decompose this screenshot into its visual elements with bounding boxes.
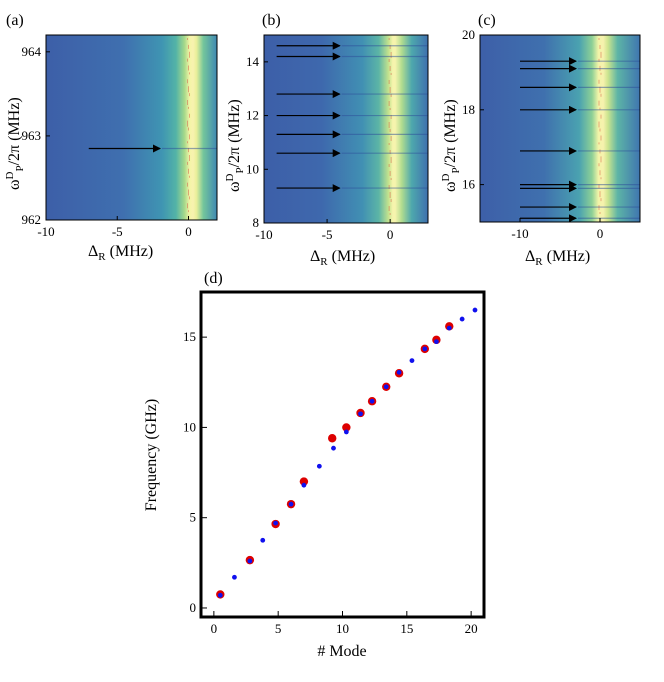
blue-point (446, 325, 452, 331)
panel-a-xlabel: ΔR (MHz) (88, 243, 153, 263)
panel-c-frame (479, 34, 641, 223)
panel-d-ytick-label: 5 (190, 510, 197, 525)
panel-c-xtick-label: 0 (597, 226, 604, 241)
panel-c: (c) -10 0 16 18 20 ΔR (MHz) ωDP/2π (MHz) (440, 12, 641, 268)
blue-point (459, 316, 465, 322)
panel-d-xtick-label: 15 (400, 621, 413, 636)
panel-b-xtick-label: -10 (255, 227, 272, 242)
panel-d-xtick-label: 5 (275, 621, 282, 636)
panel-a: (a) -10 -5 0 962 963 964 ΔR (MHz) ωDP/2π (MHz… (4, 12, 218, 263)
panel-a-xtick-label: -10 (37, 224, 54, 239)
blue-point (434, 339, 439, 345)
panel-a-heatmap (46, 35, 217, 220)
panel-d-ytick-label: 0 (190, 600, 197, 615)
blue-point (396, 369, 402, 375)
panel-b-ytick-label: 12 (246, 108, 259, 123)
panel-d-ytick-label: 15 (183, 329, 196, 344)
blue-point (301, 482, 307, 488)
panel-c-heatmap (480, 35, 640, 222)
panel-d-ylabel: Frequency (GHz) (143, 399, 160, 511)
blue-point (409, 358, 415, 364)
panel-b-ytick-label: 14 (246, 54, 260, 69)
panel-d-xtick-label: 20 (465, 621, 478, 636)
panel-a-xtick-label: 0 (185, 224, 192, 239)
panel-d-xtick-label: 0 (211, 621, 218, 636)
blue-point (247, 558, 253, 564)
blue-point (331, 445, 336, 451)
panel-b-frame (263, 34, 429, 224)
panel-c-ytick-label: 18 (462, 102, 475, 117)
panel-d-label: (d) (204, 270, 223, 287)
panel-b-label: (b) (262, 12, 281, 29)
panel-c-label: (c) (478, 12, 496, 29)
panel-d-frame (199, 290, 486, 619)
panel-b-ytick-label: 10 (246, 161, 259, 176)
blue-point (358, 411, 363, 417)
panel-c-ridge-texture (578, 38, 640, 219)
panel-c-xlabel: ΔR (MHz) (525, 248, 590, 268)
panel-b-ylabel: ωDP/2π (MHz) (224, 99, 246, 192)
panel-c-ytick-label: 16 (462, 177, 476, 192)
blue-point (316, 463, 322, 469)
red-point (342, 423, 351, 432)
panel-a-ytick-label: 963 (22, 128, 42, 143)
blue-point (273, 520, 279, 526)
panel-a-ytick-label: 962 (22, 212, 42, 227)
panel-c-ytick-label: 20 (462, 27, 475, 42)
blue-point (383, 384, 389, 390)
blue-point (343, 429, 349, 435)
blue-point (217, 592, 223, 598)
panel-b-ytick-label: 8 (253, 215, 260, 230)
panel-a-xtick-label: -5 (112, 224, 123, 239)
panel-b-xtick-label: 0 (387, 227, 394, 242)
panel-b: (b) -10 -5 0 8 10 12 14 ΔR (MHz) ωDP/2π (MHz) (224, 12, 429, 268)
panel-a-ylabel: ωDP/2π (MHz) (4, 97, 26, 190)
blue-point (288, 501, 294, 507)
blue-point (472, 307, 478, 313)
red-point (328, 434, 337, 443)
panel-a-ytick-label: 964 (22, 44, 42, 59)
panel-d-ytick-label: 10 (183, 419, 196, 434)
panel-d: (d) 0 5 10 15 20 0 5 10 15 # Mode Frequency (GHz… (143, 270, 486, 660)
panel-a-frame (45, 34, 218, 221)
panel-b-xlabel: ΔR (MHz) (310, 248, 375, 268)
panel-d-xtick-label: 10 (336, 621, 349, 636)
red-point (299, 477, 309, 486)
panel-b-heatmap (264, 35, 428, 223)
panel-b-xtick-label: -5 (322, 227, 333, 242)
blue-point (260, 537, 266, 543)
panel-c-ylabel: ωDP/2π (MHz) (440, 99, 462, 192)
blue-point (369, 398, 375, 404)
panel-a-label: (a) (6, 12, 24, 29)
panel-a-ridge-texture (162, 38, 217, 213)
blue-point (232, 574, 237, 580)
blue-point (422, 346, 428, 352)
panel-b-ridge-texture (341, 38, 428, 215)
panel-c-xtick-label: -10 (511, 226, 528, 241)
panel-d-xlabel: # Mode (317, 643, 366, 660)
